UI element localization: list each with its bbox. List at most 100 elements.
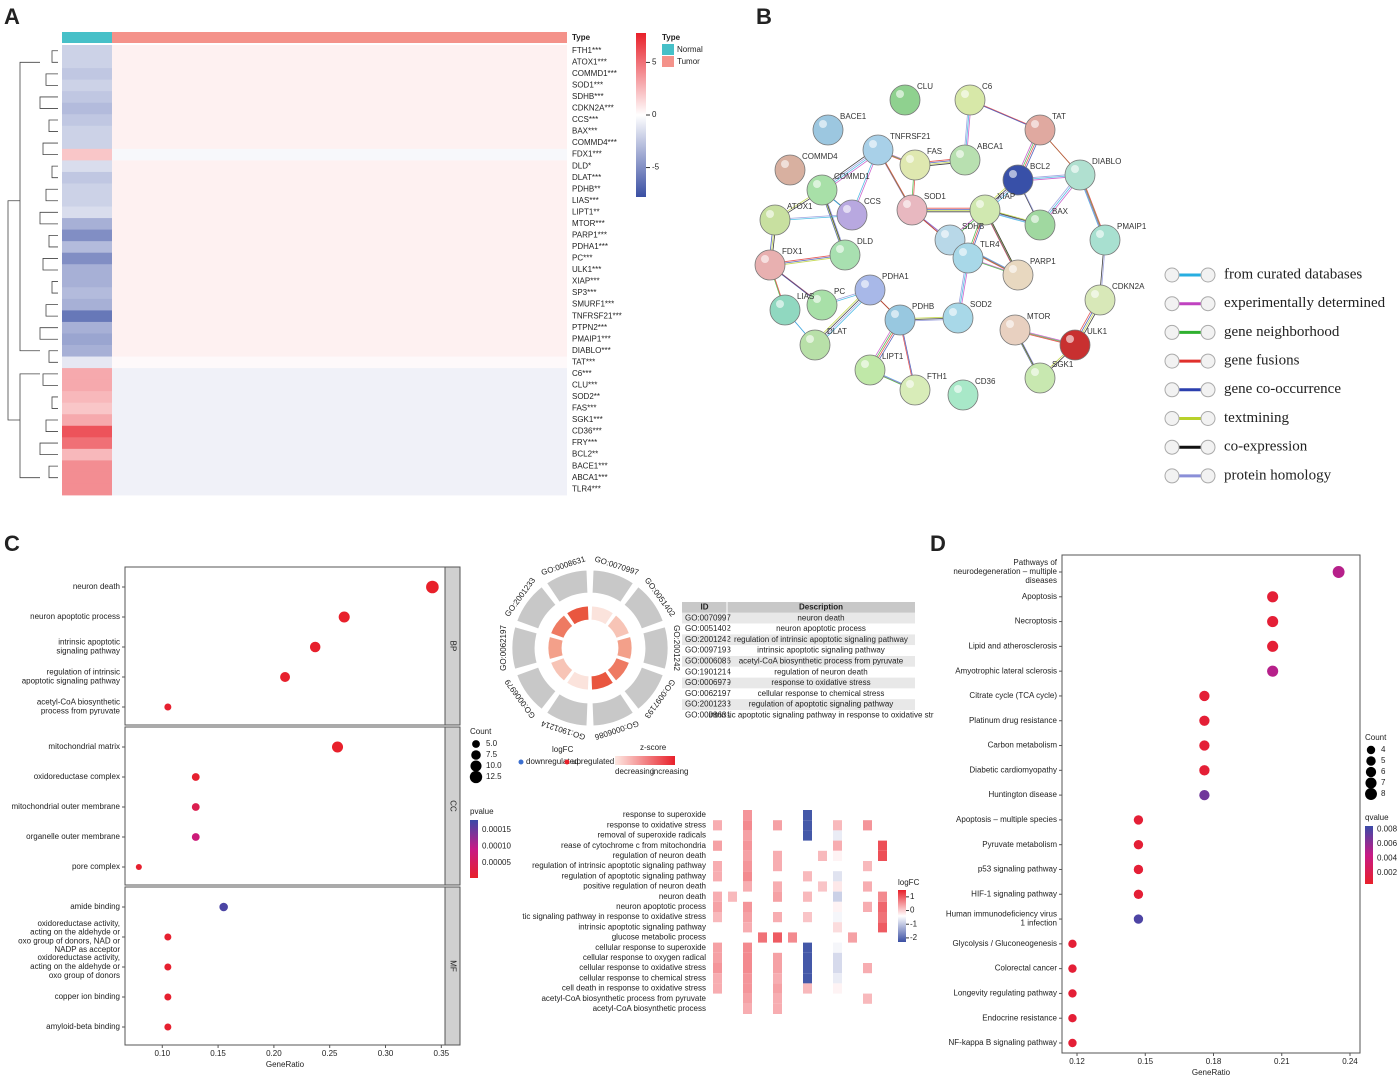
table-cell: response to oxidative stress <box>771 678 870 687</box>
group-bar <box>62 32 112 43</box>
panel-label: B <box>756 4 772 29</box>
size-legend-label: 6 <box>1381 767 1386 776</box>
network-node <box>836 199 868 231</box>
table-cell: GO:0051402 <box>685 624 731 633</box>
heatmap-cell <box>803 942 812 953</box>
size-legend-dot <box>1365 777 1377 789</box>
dendrogram <box>48 119 58 132</box>
legend-label: increasing <box>652 767 688 776</box>
dendrogram <box>39 442 58 456</box>
x-tick-label: 0.21 <box>1274 1057 1290 1066</box>
heatmap-cell <box>112 264 567 277</box>
dot <box>164 963 172 971</box>
legend-label: gene fusions <box>1224 353 1300 369</box>
legend-label: experimentally determined <box>1224 295 1386 311</box>
colorbar-label: -5 <box>652 163 660 172</box>
heatmap-cell <box>848 932 857 943</box>
legend-label: downregulated <box>526 757 578 766</box>
heatmap-cell <box>112 356 567 369</box>
go-sector <box>546 569 589 603</box>
heatmap-cell <box>62 171 112 184</box>
legend-dot <box>518 759 524 765</box>
table-row <box>682 699 915 710</box>
heatmap-cell <box>803 891 812 902</box>
heatmap-cell <box>62 195 112 207</box>
table-header-cell: ID <box>701 603 709 612</box>
y-tick-label: Necroptosis <box>1015 617 1057 626</box>
heatmap-cell <box>863 993 872 1004</box>
network-node <box>759 204 791 236</box>
node-label: SOD1 <box>924 192 946 201</box>
y-tick-label: amyloid-beta binding <box>46 1022 120 1031</box>
gene-label: PTPN2*** <box>572 323 607 332</box>
colorbar-label: 0.00010 <box>482 842 511 851</box>
node-highlight <box>1096 230 1104 238</box>
heatmap-cell <box>773 1003 782 1014</box>
legend-node <box>1200 439 1216 455</box>
gene-label: PC*** <box>572 254 592 263</box>
node-label: TNFRSF21 <box>890 132 931 141</box>
dot <box>280 672 291 682</box>
node-highlight <box>1009 170 1017 178</box>
row-label: tic signaling pathway in response to oxi… <box>522 912 706 921</box>
dot <box>1332 566 1345 578</box>
legend-node <box>1200 324 1216 340</box>
heatmap-cell <box>773 993 782 1004</box>
legend-label: Tumor <box>677 57 700 66</box>
x-tick-label: 0.25 <box>322 1049 338 1058</box>
x-tick-label: 0.20 <box>266 1049 282 1058</box>
gene-label: LIPT1** <box>572 207 600 216</box>
node-highlight <box>1071 165 1079 173</box>
y-tick-label: Huntington disease <box>989 790 1058 799</box>
heatmap-cell <box>758 932 767 943</box>
legend-label: from curated databases <box>1224 266 1362 282</box>
dot <box>191 773 200 781</box>
heatmap-cell <box>62 148 112 161</box>
heatmap-cell <box>818 850 827 861</box>
dendrogram <box>7 61 40 479</box>
heatmap-cell <box>62 229 112 242</box>
colorbar <box>636 33 646 197</box>
heatmap-cell <box>112 252 567 265</box>
facet-panel <box>124 886 446 1046</box>
heatmap-cell <box>743 901 752 912</box>
gene-label: FRY*** <box>572 438 597 447</box>
y-tick-label: Amyotrophic lateral sclerosis <box>955 666 1057 675</box>
gene-label: TAT*** <box>572 357 595 366</box>
zscore-ring <box>590 670 614 691</box>
y-tick-label: p53 signaling pathway <box>978 865 1057 874</box>
y-tick-label: Pyruvate metabolism <box>982 840 1057 849</box>
heatmap-cell <box>743 820 752 831</box>
node-label: SGK1 <box>1052 360 1074 369</box>
x-tick-label: 0.15 <box>210 1049 226 1058</box>
row-label: regulation of apoptotic signaling pathwa… <box>561 871 706 880</box>
legend-label: protein homology <box>1224 467 1332 483</box>
legend-label: gene co-occurrence <box>1224 381 1341 397</box>
y-tick-label: NF-kappa B signaling pathway <box>948 1038 1057 1047</box>
heatmap-cell <box>112 368 567 381</box>
y-tick-label: Lipid and atherosclerosis <box>969 641 1058 650</box>
panel-label: C <box>4 531 20 556</box>
heatmap-cell <box>62 298 112 311</box>
dendrogram <box>51 165 58 179</box>
heatmap-cell <box>713 901 722 912</box>
legend-node <box>1164 382 1180 398</box>
heatmap-cell <box>112 137 567 150</box>
node-label: PDHB <box>912 302 934 311</box>
colorbar-label: -2 <box>910 933 918 942</box>
facet-strip <box>444 886 461 1046</box>
zscore-ring <box>566 605 590 626</box>
gene-label: CD36*** <box>572 427 602 436</box>
heatmap-cell <box>112 275 567 288</box>
heatmap-cell <box>713 952 722 963</box>
heatmap-cell <box>62 79 112 92</box>
node-highlight <box>1006 320 1014 328</box>
node-label: SDHB <box>962 222 984 231</box>
heatmap-cell <box>833 963 842 974</box>
heatmap-cell <box>112 333 567 346</box>
colorbar-label: 0.004 <box>1377 854 1398 863</box>
legend-label: Normal <box>677 45 703 54</box>
legend-title: z-score <box>640 743 667 752</box>
legend-node <box>1200 353 1216 369</box>
y-tick-label: Pathways of neurodegeneration – multiple d… <box>953 558 1057 585</box>
